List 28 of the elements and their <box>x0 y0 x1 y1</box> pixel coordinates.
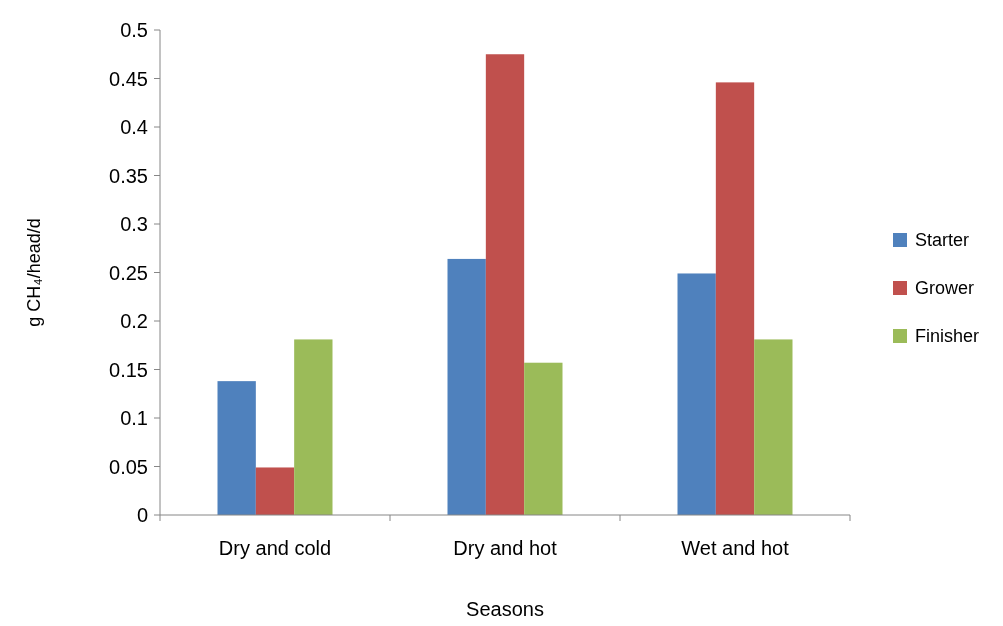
legend-label: Grower <box>915 278 975 299</box>
bar <box>715 82 755 515</box>
bar <box>447 258 486 515</box>
y-tick-label: 0 <box>136 504 148 526</box>
y-tick-label: 0.1 <box>120 407 148 429</box>
x-tick-label: Dry and cold <box>218 537 332 559</box>
y-tick-label: 0.5 <box>120 19 148 41</box>
bar <box>754 339 793 515</box>
bar <box>677 273 716 515</box>
bar <box>294 339 333 515</box>
bar <box>485 54 525 515</box>
bar <box>524 362 563 515</box>
bar <box>217 381 256 515</box>
legend-label: Starter <box>915 230 970 251</box>
y-tick-label: 0.25 <box>109 261 148 284</box>
x-tick-label: Wet and hot <box>681 537 790 559</box>
y-tick-label: 0.4 <box>120 116 148 138</box>
y-tick-label: 0.05 <box>109 455 148 478</box>
x-axis-title: Seasons <box>466 598 544 620</box>
y-axis-title: g CH₄/head/d <box>24 218 44 327</box>
y-tick-label: 0.15 <box>109 358 148 381</box>
x-tick-label: Dry and hot <box>453 537 558 559</box>
legend-label: Finisher <box>915 326 980 347</box>
y-tick-label: 0.45 <box>109 67 148 90</box>
y-tick-label: 0.3 <box>120 213 148 235</box>
bar <box>255 467 295 515</box>
y-tick-label: 0.2 <box>120 310 148 332</box>
y-tick-label: 0.35 <box>109 164 148 187</box>
